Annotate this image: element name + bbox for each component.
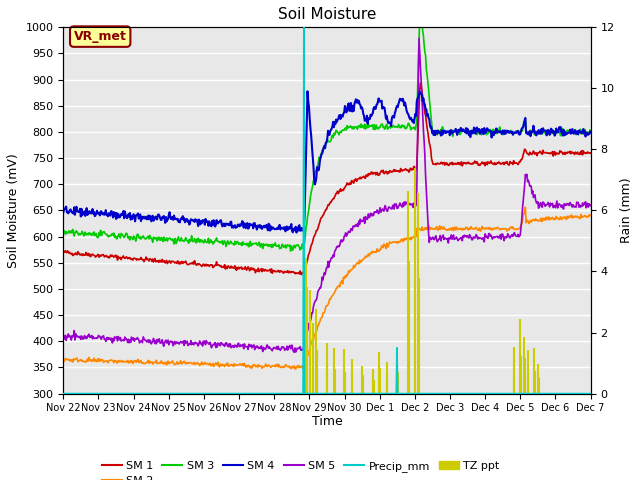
Y-axis label: Soil Moisture (mV): Soil Moisture (mV) — [7, 153, 20, 268]
Title: Soil Moisture: Soil Moisture — [278, 7, 376, 22]
X-axis label: Time: Time — [312, 415, 342, 428]
Y-axis label: Rain (mm): Rain (mm) — [620, 178, 633, 243]
Legend: SM 1, SM 2, SM 3, SM 4, SM 5, Precip_mm, TZ ppt: SM 1, SM 2, SM 3, SM 4, SM 5, Precip_mm,… — [97, 456, 504, 480]
Text: VR_met: VR_met — [74, 30, 127, 43]
